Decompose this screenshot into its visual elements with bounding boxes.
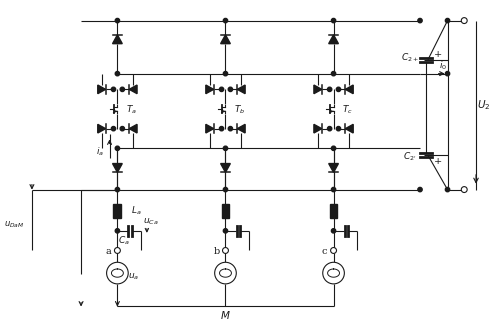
Circle shape — [328, 126, 332, 131]
Polygon shape — [112, 164, 122, 172]
Circle shape — [224, 187, 228, 192]
Polygon shape — [314, 124, 322, 133]
Circle shape — [214, 262, 236, 284]
Circle shape — [446, 71, 450, 76]
Text: $T_{a}$: $T_{a}$ — [126, 104, 136, 116]
Circle shape — [418, 19, 422, 23]
Circle shape — [336, 87, 340, 91]
Polygon shape — [220, 35, 230, 44]
Circle shape — [220, 87, 224, 91]
Text: $i_a$: $i_a$ — [96, 145, 104, 158]
Text: $C_a$: $C_a$ — [118, 234, 130, 247]
Circle shape — [224, 229, 228, 233]
Text: +: + — [434, 50, 442, 60]
Polygon shape — [346, 85, 353, 94]
Polygon shape — [314, 85, 322, 94]
Circle shape — [120, 126, 124, 131]
Circle shape — [228, 126, 232, 131]
Polygon shape — [98, 124, 106, 133]
Circle shape — [330, 248, 336, 254]
Polygon shape — [129, 124, 137, 133]
Text: $i_0$: $i_0$ — [438, 60, 446, 72]
Circle shape — [332, 146, 336, 151]
Polygon shape — [238, 124, 245, 133]
Circle shape — [115, 146, 119, 151]
Polygon shape — [238, 85, 245, 94]
Text: $M$: $M$ — [220, 309, 231, 321]
Text: $u_a$: $u_a$ — [128, 272, 138, 282]
Polygon shape — [98, 85, 106, 94]
Circle shape — [115, 229, 119, 233]
Circle shape — [220, 126, 224, 131]
Circle shape — [418, 187, 422, 192]
Circle shape — [332, 229, 336, 233]
Bar — [222, 204, 230, 218]
Circle shape — [332, 19, 336, 23]
Circle shape — [222, 248, 228, 254]
Circle shape — [114, 248, 120, 254]
Text: +: + — [434, 157, 442, 166]
Text: c: c — [322, 247, 328, 256]
Circle shape — [328, 87, 332, 91]
Text: $C_{2+}$: $C_{2+}$ — [401, 52, 419, 64]
Circle shape — [115, 187, 119, 192]
Circle shape — [228, 87, 232, 91]
Polygon shape — [112, 35, 122, 44]
Circle shape — [462, 187, 467, 193]
Circle shape — [224, 146, 228, 151]
Circle shape — [106, 262, 128, 284]
Text: $u_{Ca}$: $u_{Ca}$ — [143, 217, 158, 227]
Circle shape — [115, 71, 119, 76]
Circle shape — [115, 19, 119, 23]
Text: $u_{DaM}$: $u_{DaM}$ — [4, 220, 24, 230]
Circle shape — [224, 71, 228, 76]
Text: $U_2$: $U_2$ — [477, 98, 490, 112]
Text: $T_{c}$: $T_{c}$ — [342, 104, 353, 116]
Bar — [330, 204, 338, 218]
Text: $T_{b}$: $T_{b}$ — [234, 104, 245, 116]
Polygon shape — [129, 85, 137, 94]
Circle shape — [332, 71, 336, 76]
Polygon shape — [328, 35, 338, 44]
Polygon shape — [346, 124, 353, 133]
Text: $C_{2'}$: $C_{2'}$ — [404, 151, 417, 164]
Polygon shape — [328, 164, 338, 172]
Polygon shape — [220, 164, 230, 172]
Circle shape — [322, 262, 344, 284]
Circle shape — [224, 19, 228, 23]
Text: $L_a$: $L_a$ — [131, 205, 141, 217]
Circle shape — [332, 187, 336, 192]
Circle shape — [112, 87, 116, 91]
Circle shape — [462, 18, 467, 24]
Circle shape — [112, 126, 116, 131]
Circle shape — [446, 187, 450, 192]
Bar — [114, 204, 122, 218]
Circle shape — [336, 126, 340, 131]
Text: a: a — [106, 247, 112, 256]
Circle shape — [120, 87, 124, 91]
Circle shape — [446, 19, 450, 23]
Polygon shape — [206, 85, 214, 94]
Text: b: b — [214, 247, 220, 256]
Polygon shape — [206, 124, 214, 133]
